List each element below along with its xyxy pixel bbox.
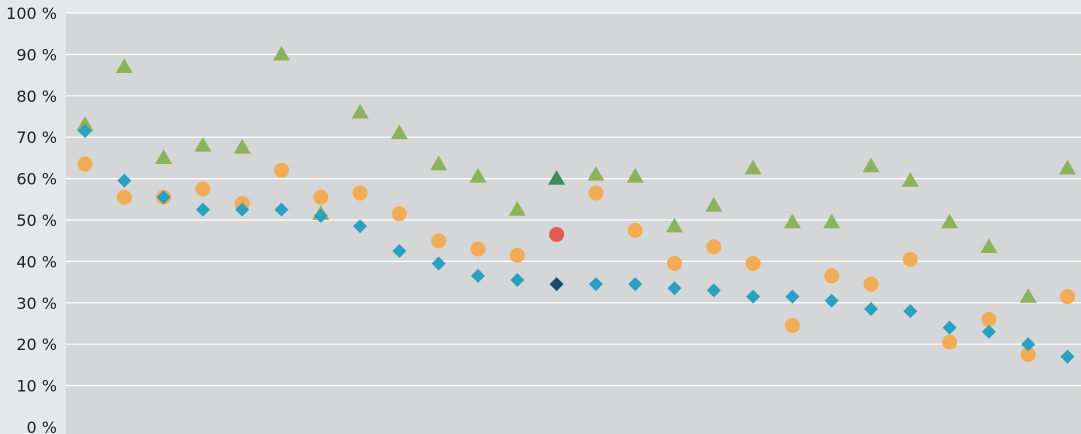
triangle-point <box>823 213 841 229</box>
y-tick-label: 80 % <box>16 87 57 106</box>
circle-point <box>667 255 682 271</box>
diamond-point <box>628 277 643 292</box>
circle-point <box>863 276 879 292</box>
gridlines <box>66 12 1081 387</box>
triangle-point <box>587 165 605 181</box>
triangle-point <box>548 170 566 185</box>
y-axis-tick-labels: 0 % 10 % 20 % 30 % 40 % 50 % 60 % 70 % 80 % 90 % 1… <box>6 4 57 434</box>
y-tick-label: 0 % <box>27 418 57 434</box>
diamond-point <box>78 123 92 138</box>
triangle-point <box>430 155 448 171</box>
diamond-point <box>313 208 328 223</box>
diamond-point <box>903 304 918 319</box>
circle-point <box>195 181 211 197</box>
diamond-point <box>549 277 564 292</box>
diamond-point <box>785 289 800 304</box>
circle-point <box>352 185 368 201</box>
triangle-point <box>1059 159 1076 175</box>
circle-point <box>509 247 525 263</box>
y-tick-label: 20 % <box>16 335 57 354</box>
circle-point <box>274 162 289 178</box>
triangle-point <box>115 58 133 73</box>
triangle-point <box>705 197 723 212</box>
circle-point <box>942 334 958 350</box>
y-tick-label: 60 % <box>16 170 57 189</box>
diamond-point <box>706 283 721 298</box>
circle-point <box>627 222 643 238</box>
diamond-point <box>1021 337 1036 352</box>
circle-point <box>588 185 604 201</box>
triangle-point <box>194 136 212 152</box>
circle-point <box>1020 347 1036 363</box>
triangle-point <box>901 172 919 187</box>
circle-point <box>745 255 761 271</box>
triangle-point <box>508 201 526 216</box>
diamond-point <box>981 324 996 339</box>
triangle-point <box>783 213 801 229</box>
diamond-point <box>117 173 132 188</box>
diamond-point <box>588 277 603 292</box>
y-tick-label: 40 % <box>16 252 57 271</box>
circle-point <box>824 268 840 284</box>
diamond-point <box>824 293 839 308</box>
diamond-point <box>667 281 682 296</box>
triangle-point <box>390 124 408 140</box>
data-points <box>76 45 1076 364</box>
y-tick-label: 50 % <box>16 211 57 230</box>
triangle-point <box>273 45 290 61</box>
y-tick-label: 90 % <box>16 45 57 64</box>
y-tick-label: 30 % <box>16 294 57 313</box>
triangle-point <box>862 157 880 173</box>
diamond-point <box>235 202 250 217</box>
circle-point <box>981 311 997 327</box>
circle-point <box>431 233 447 249</box>
circle-point <box>313 189 329 205</box>
diamond-point <box>1060 349 1075 364</box>
triangle-point <box>469 168 487 183</box>
triangle-point <box>233 139 251 154</box>
diamond-point <box>510 273 525 288</box>
y-tick-label: 70 % <box>16 128 57 147</box>
circle-point <box>116 189 132 205</box>
y-tick-label: 100 % <box>6 4 57 23</box>
circle-point <box>706 239 722 255</box>
triangle-point <box>626 168 644 183</box>
circle-point <box>549 226 565 242</box>
triangle-point <box>155 149 173 165</box>
triangle-point <box>76 116 94 131</box>
diamond-point <box>392 244 407 259</box>
triangle-point <box>1019 288 1037 303</box>
triangle-point <box>351 103 369 119</box>
circle-point <box>784 318 800 334</box>
circle-point <box>391 206 407 222</box>
y-tick-label: 10 % <box>16 377 57 396</box>
circle-point <box>1060 289 1075 305</box>
circle-point <box>77 156 93 172</box>
diamond-point <box>156 190 171 205</box>
diamond-point <box>471 268 485 283</box>
plot-area <box>66 13 1081 434</box>
diamond-point <box>942 320 957 335</box>
circle-point <box>902 251 918 267</box>
diamond-point <box>746 289 761 304</box>
diamond-point <box>195 202 210 217</box>
diamond-point <box>431 256 446 271</box>
diamond-point <box>353 219 368 234</box>
diamond-point <box>274 202 289 217</box>
triangle-point <box>666 217 683 233</box>
circle-point <box>470 241 486 257</box>
triangle-point <box>744 159 762 175</box>
triangle-point <box>941 213 959 229</box>
triangle-point <box>980 238 998 254</box>
diamond-point <box>864 302 878 317</box>
